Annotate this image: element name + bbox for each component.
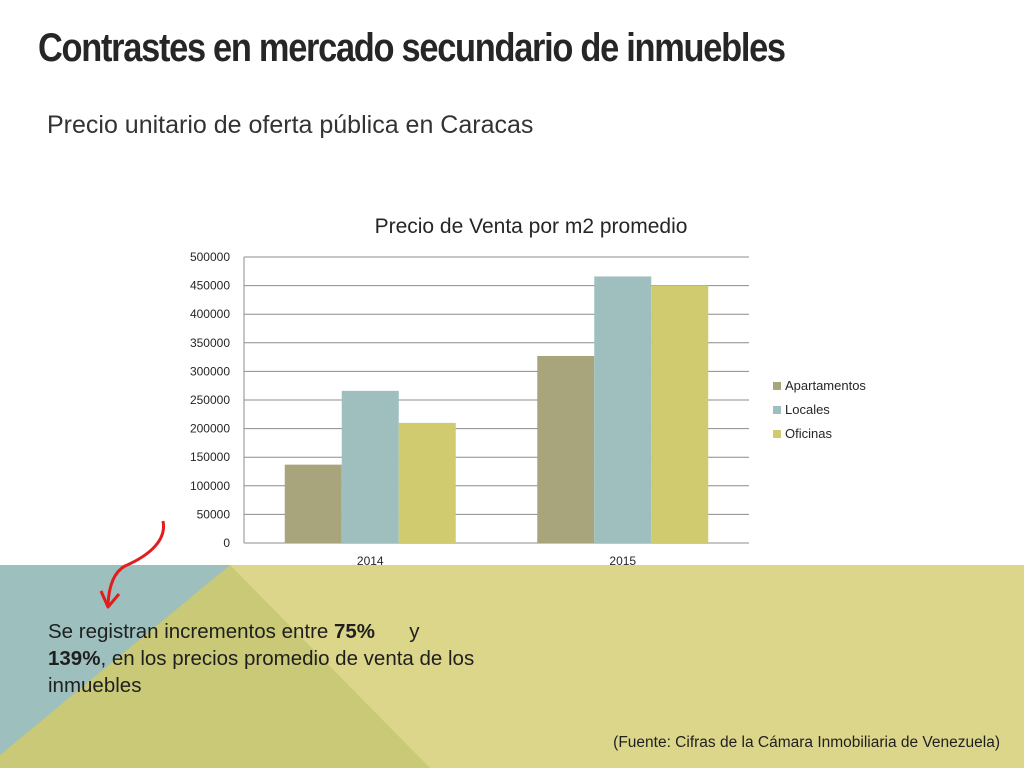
slide-title: Contrastes en mercado secundario de inmu… [38, 26, 786, 70]
bar-oficinas-2014 [398, 422, 456, 543]
red-arrow-icon [106, 520, 166, 605]
chart-title: Precio de Venta por m2 promedio [375, 215, 688, 238]
red-arrow-head-icon [99, 590, 121, 609]
source-note: (Fuente: Cifras de la Cámara Inmobiliari… [613, 734, 1000, 751]
y-tick-label-100000: 100000 [190, 479, 230, 493]
legend-swatch-oficinas [773, 430, 781, 438]
y-tick-label-300000: 300000 [190, 364, 230, 378]
x-axis-ticks: 2014 2015 [357, 554, 637, 568]
y-tick-label-400000: 400000 [190, 307, 230, 321]
y-tick-label-200000: 200000 [190, 422, 230, 436]
slide-subtitle: Precio unitario de oferta pública en Car… [47, 111, 534, 139]
y-tick-label-250000: 250000 [190, 393, 230, 407]
chart-legend: Apartamentos Locales Oficinas [773, 378, 866, 441]
y-tick-label-150000: 150000 [190, 450, 230, 464]
y-tick-label-0: 0 [223, 536, 230, 550]
bar-apartamentos-2014 [284, 464, 342, 543]
legend-swatch-locales [773, 406, 781, 414]
callout-high-pct: 139% [48, 647, 101, 670]
callout-low-pct: 75% [334, 620, 376, 643]
bottom-band-teal [0, 565, 230, 755]
bar-oficinas-2015 [651, 285, 709, 543]
x-tick-label-2014: 2014 [357, 554, 384, 568]
callout-text: Se registran incrementos entre 75% y 139%… [48, 618, 478, 699]
y-axis-ticks: 0 50000 100000 150000 200000 250000 300000 3500… [190, 250, 230, 550]
legend-label-apartamentos: Apartamentos [785, 378, 866, 393]
bar-apartamentos-2015 [537, 355, 595, 543]
bar-locales-2014 [341, 390, 399, 543]
x-tick-label-2015: 2015 [609, 554, 636, 568]
y-tick-label-350000: 350000 [190, 336, 230, 350]
callout-suffix: , en los precios promedio de venta de lo… [48, 647, 475, 697]
legend-label-locales: Locales [785, 402, 830, 417]
callout-connector: y [375, 620, 420, 643]
legend-swatch-apartamentos [773, 382, 781, 390]
bar-locales-2015 [594, 276, 652, 543]
y-tick-label-500000: 500000 [190, 250, 230, 264]
legend-label-oficinas: Oficinas [785, 426, 832, 441]
y-tick-label-50000: 50000 [197, 507, 231, 521]
y-tick-label-450000: 450000 [190, 279, 230, 293]
callout-prefix: Se registran incrementos entre [48, 620, 334, 643]
chart-bars [284, 276, 709, 543]
